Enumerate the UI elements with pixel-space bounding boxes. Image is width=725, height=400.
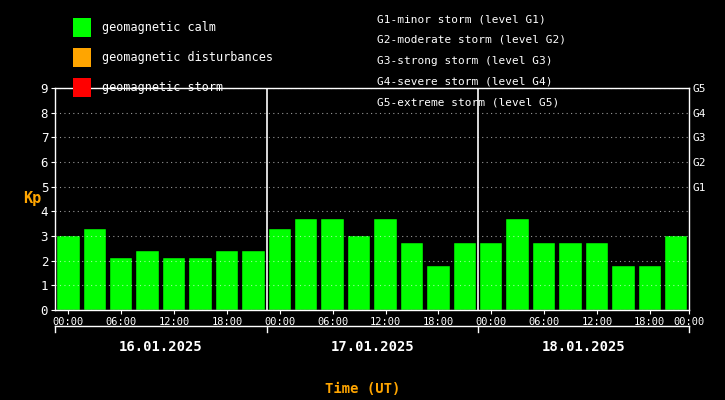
Bar <box>110 258 133 310</box>
Bar <box>507 219 529 310</box>
Text: G5-extreme storm (level G5): G5-extreme storm (level G5) <box>377 97 559 107</box>
Text: 17.01.2025: 17.01.2025 <box>331 340 414 354</box>
Text: geomagnetic disturbances: geomagnetic disturbances <box>102 51 273 64</box>
Bar <box>215 251 238 310</box>
Bar <box>586 243 608 310</box>
Bar <box>374 219 397 310</box>
Bar <box>612 266 634 310</box>
Bar <box>533 243 555 310</box>
Y-axis label: Kp: Kp <box>23 192 41 206</box>
Bar <box>242 251 265 310</box>
Text: 18.01.2025: 18.01.2025 <box>542 340 626 354</box>
Text: G3-strong storm (level G3): G3-strong storm (level G3) <box>377 56 552 66</box>
Bar <box>268 229 291 310</box>
Bar <box>639 266 661 310</box>
Bar <box>348 236 370 310</box>
Bar <box>57 236 80 310</box>
Text: 16.01.2025: 16.01.2025 <box>119 340 203 354</box>
Bar <box>163 258 186 310</box>
Text: G4-severe storm (level G4): G4-severe storm (level G4) <box>377 76 552 86</box>
Bar <box>321 219 344 310</box>
Bar <box>189 258 212 310</box>
Bar <box>295 219 318 310</box>
Bar <box>665 236 687 310</box>
Text: geomagnetic storm: geomagnetic storm <box>102 81 223 94</box>
Bar <box>136 251 159 310</box>
Bar <box>401 243 423 310</box>
Bar <box>480 243 502 310</box>
Bar <box>83 229 106 310</box>
Bar <box>454 243 476 310</box>
Bar <box>559 243 581 310</box>
Text: Time (UT): Time (UT) <box>325 382 400 396</box>
Text: G2-moderate storm (level G2): G2-moderate storm (level G2) <box>377 35 566 45</box>
Bar <box>427 266 450 310</box>
Text: geomagnetic calm: geomagnetic calm <box>102 21 215 34</box>
Text: G1-minor storm (level G1): G1-minor storm (level G1) <box>377 14 546 24</box>
